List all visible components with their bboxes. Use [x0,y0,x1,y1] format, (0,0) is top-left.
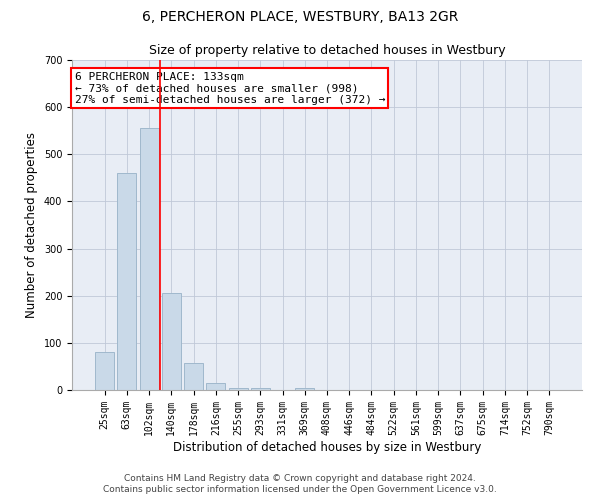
Bar [118,173,136,390]
Bar [95,352,114,390]
Bar [140,128,158,390]
Bar [295,388,314,390]
Y-axis label: Number of detached properties: Number of detached properties [25,132,38,318]
Text: 6, PERCHERON PLACE, WESTBURY, BA13 2GR: 6, PERCHERON PLACE, WESTBURY, BA13 2GR [142,10,458,24]
Bar [206,383,225,390]
Bar [229,388,248,390]
Bar [251,388,270,390]
Bar [162,294,181,390]
Text: Contains HM Land Registry data © Crown copyright and database right 2024.
Contai: Contains HM Land Registry data © Crown c… [103,474,497,494]
Title: Size of property relative to detached houses in Westbury: Size of property relative to detached ho… [149,44,505,58]
Text: 6 PERCHERON PLACE: 133sqm
← 73% of detached houses are smaller (998)
27% of semi: 6 PERCHERON PLACE: 133sqm ← 73% of detac… [74,72,385,105]
X-axis label: Distribution of detached houses by size in Westbury: Distribution of detached houses by size … [173,440,481,454]
Bar [184,363,203,390]
